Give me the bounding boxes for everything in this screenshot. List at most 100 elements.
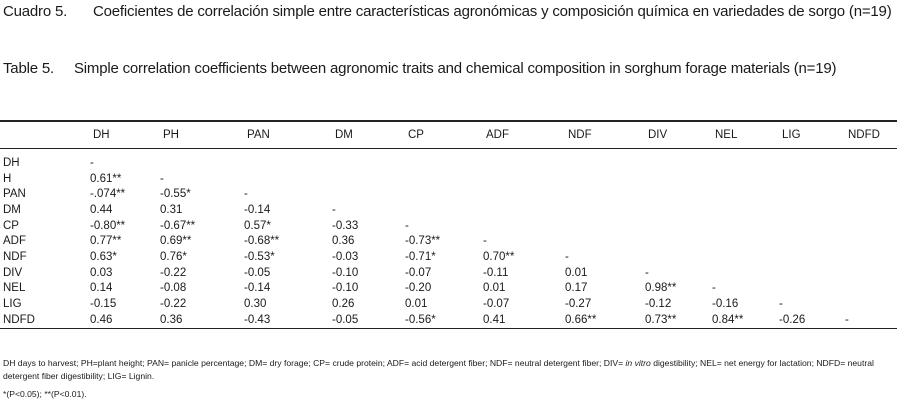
- footnote-italic: in vitro: [625, 358, 651, 368]
- table-cell: -: [712, 282, 716, 295]
- table-cell: -: [845, 313, 849, 326]
- table-cell: -0.22: [160, 266, 187, 279]
- corner-cell: [0, 121, 90, 149]
- empty-cell: [712, 186, 779, 202]
- correlation-table: DH PH PAN DM CP ADF NDF DIV NEL LIG NDFD DH - H 0.61*…: [0, 120, 897, 329]
- table-cell: -0.56*: [405, 313, 436, 326]
- table-cell: -0.43: [244, 313, 271, 326]
- table-cell: 0.30: [244, 298, 267, 311]
- row-label: NEL: [3, 282, 26, 295]
- empty-cell: [332, 149, 405, 171]
- table-cell: -: [332, 203, 336, 216]
- table-cell: 0.66**: [565, 313, 597, 326]
- table-cell: -0.67**: [160, 219, 196, 232]
- table-cell: -0.22: [160, 298, 187, 311]
- empty-cell: [483, 171, 565, 187]
- empty-cell: [712, 265, 779, 281]
- table-row: DM 0.44 0.31 -0.14 -: [0, 202, 897, 218]
- table-cell: 0.70**: [483, 250, 515, 263]
- table-cell: -: [244, 188, 248, 201]
- empty-cell: [712, 249, 779, 265]
- table-cell: -: [160, 172, 164, 185]
- column-header: PH: [163, 129, 179, 141]
- row-label: DM: [3, 203, 21, 216]
- empty-cell: [645, 218, 712, 234]
- column-header: DIV: [648, 129, 668, 141]
- row-label: NDF: [3, 250, 27, 263]
- empty-cell: [565, 233, 645, 249]
- table-cell: 0.44: [90, 203, 113, 216]
- empty-cell: [779, 249, 845, 265]
- table-cell: 0.61**: [90, 172, 122, 185]
- table-cell: -0.11: [483, 266, 509, 279]
- table-row: CP -0.80** -0.67** 0.57* -0.33 -: [0, 218, 897, 234]
- column-header: NEL: [715, 129, 738, 141]
- empty-cell: [712, 202, 779, 218]
- empty-cell: [779, 233, 845, 249]
- row-label: PAN: [3, 188, 26, 201]
- empty-cell: [332, 171, 405, 187]
- empty-cell: [712, 171, 779, 187]
- empty-cell: [712, 218, 779, 234]
- table-cell: 0.76*: [160, 250, 187, 263]
- caption-spanish: Cuadro 5. Coeficientes de correlación si…: [3, 1, 893, 23]
- empty-cell: [160, 149, 244, 171]
- column-header: NDF: [568, 129, 592, 141]
- caption-text: Coeficientes de correlación simple entre…: [93, 3, 892, 20]
- table-cell: -0.33: [332, 219, 359, 232]
- empty-cell: [845, 218, 897, 234]
- table-cell: -0.53*: [244, 250, 275, 263]
- row-label: DIV: [3, 266, 23, 279]
- column-header: CP: [408, 129, 424, 141]
- table-cell: -: [90, 156, 94, 169]
- table-cell: 0.69**: [160, 235, 192, 248]
- table-cell: -: [779, 298, 783, 311]
- table-cell: 0.01: [565, 266, 588, 279]
- row-label: ADF: [3, 235, 26, 248]
- table-cell: -0.14: [244, 203, 271, 216]
- table-cell: 0.26: [332, 298, 355, 311]
- column-header: DH: [93, 129, 110, 141]
- row-label: CP: [3, 219, 19, 232]
- table-cell: -0.16: [712, 298, 739, 311]
- empty-cell: [332, 186, 405, 202]
- table-row: NDFD 0.46 0.36 -0.43 -0.05 -0.56* 0.41 0.66** 0.…: [0, 312, 897, 329]
- empty-cell: [645, 249, 712, 265]
- empty-cell: [845, 171, 897, 187]
- table-cell: -0.08: [160, 282, 187, 295]
- table-cell: -0.05: [244, 266, 271, 279]
- empty-cell: [779, 171, 845, 187]
- empty-cell: [483, 186, 565, 202]
- empty-cell: [565, 218, 645, 234]
- table-cell: -0.27: [565, 298, 592, 311]
- empty-cell: [405, 186, 483, 202]
- table-cell: 0.84**: [712, 313, 744, 326]
- table-cell: -0.80**: [90, 219, 126, 232]
- empty-cell: [405, 149, 483, 171]
- table-cell: 0.17: [565, 282, 588, 295]
- table-cell: -0.71*: [405, 250, 436, 263]
- row-label: NDFD: [3, 313, 35, 326]
- table-cell: -: [645, 266, 649, 279]
- table-cell: 0.73**: [645, 313, 677, 326]
- empty-cell: [845, 281, 897, 297]
- row-label: H: [3, 172, 12, 185]
- table-cell: -0.68**: [244, 235, 280, 248]
- table-cell: 0.57*: [244, 219, 271, 232]
- empty-cell: [845, 186, 897, 202]
- empty-cell: [645, 171, 712, 187]
- empty-cell: [845, 202, 897, 218]
- empty-cell: [565, 149, 645, 171]
- empty-cell: [712, 149, 779, 171]
- header-row: DH PH PAN DM CP ADF NDF DIV NEL LIG NDFD: [0, 121, 897, 149]
- empty-cell: [845, 265, 897, 281]
- table-cell: -0.07: [405, 266, 432, 279]
- table-cell: 0.14: [90, 282, 113, 295]
- table-cell: -0.15: [90, 298, 117, 311]
- empty-cell: [405, 202, 483, 218]
- table-cell: -0.03: [332, 250, 359, 263]
- empty-cell: [244, 149, 332, 171]
- table-cell: -0.05: [332, 313, 359, 326]
- empty-cell: [845, 149, 897, 171]
